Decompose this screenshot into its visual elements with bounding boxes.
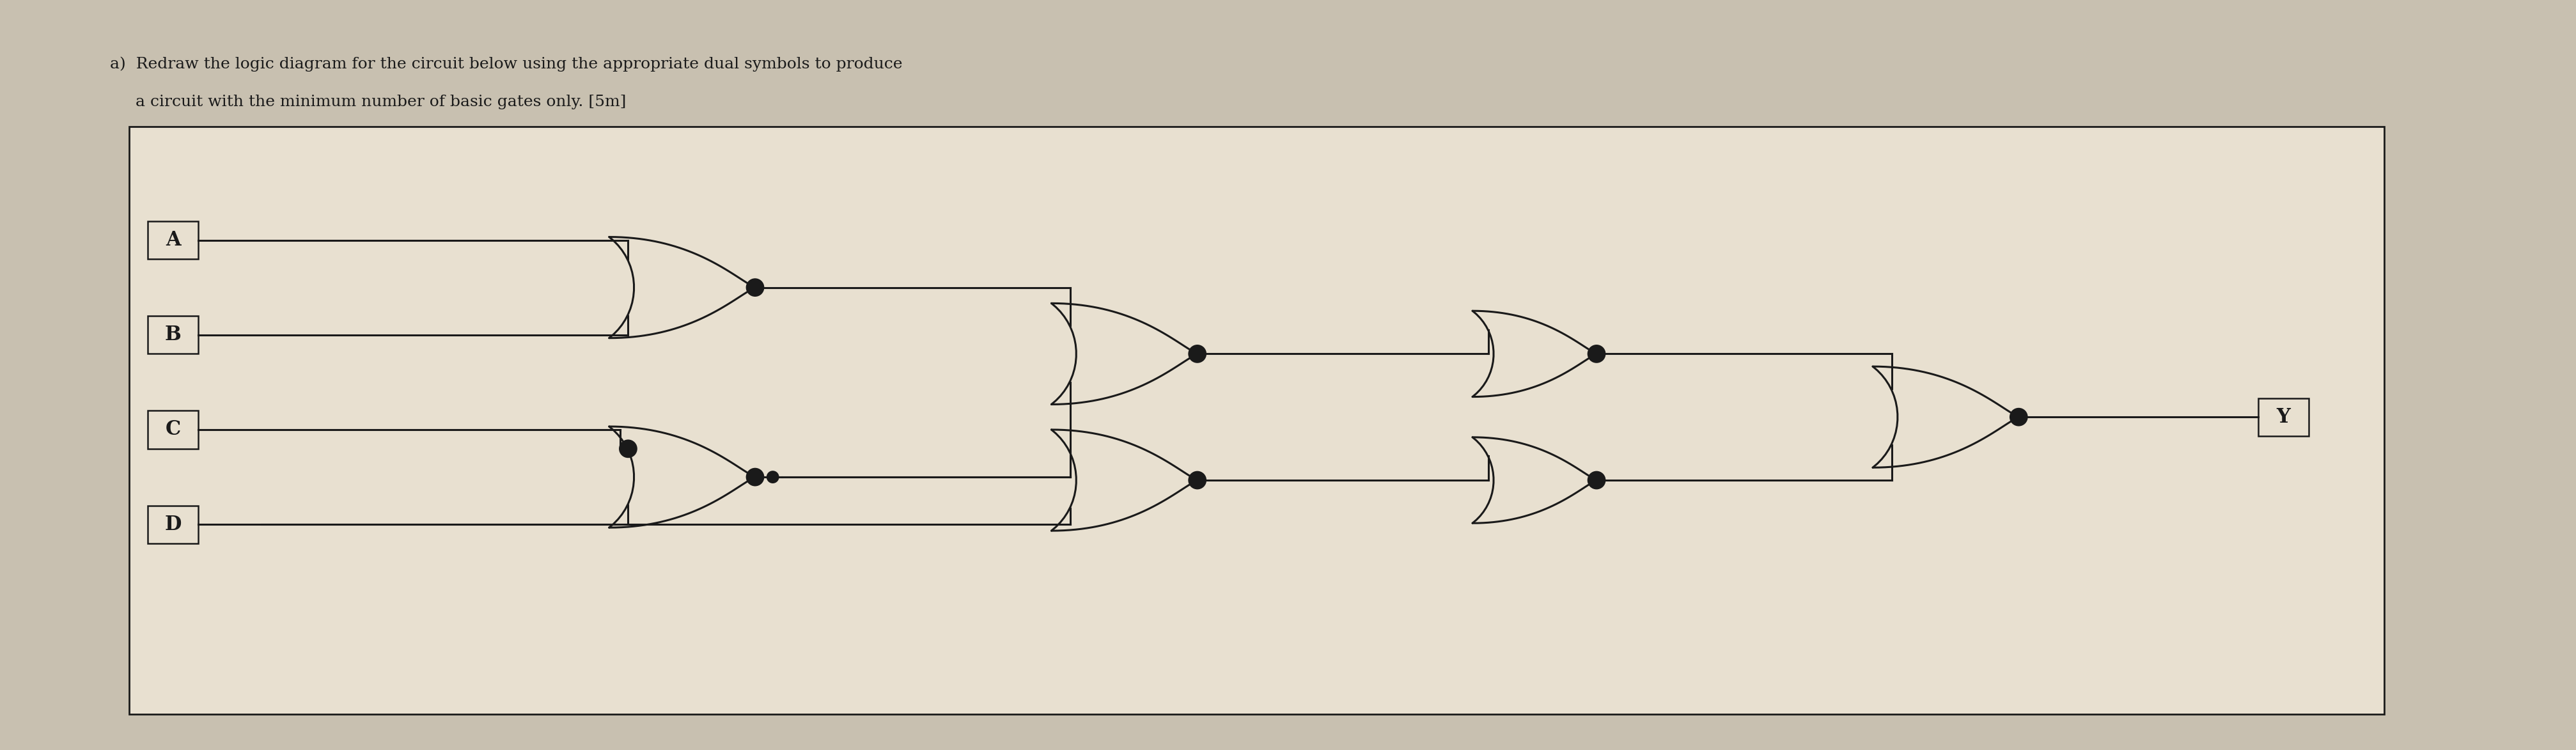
FancyBboxPatch shape [147,221,198,259]
Circle shape [1587,346,1605,362]
Circle shape [1190,472,1206,488]
Text: Y: Y [2275,407,2290,427]
FancyBboxPatch shape [147,506,198,544]
Circle shape [747,279,762,296]
Text: B: B [165,325,180,345]
Circle shape [1587,472,1605,488]
Circle shape [2009,409,2027,425]
FancyBboxPatch shape [129,127,2383,714]
Circle shape [747,469,762,485]
Text: A: A [165,230,180,250]
Text: C: C [165,420,180,440]
FancyBboxPatch shape [2257,398,2308,436]
Circle shape [765,471,778,483]
Text: D: D [165,515,180,534]
FancyBboxPatch shape [147,411,198,448]
Text: a)  Redraw the logic diagram for the circuit below using the appropriate dual sy: a) Redraw the logic diagram for the circ… [111,57,902,72]
FancyBboxPatch shape [147,316,198,354]
Text: a circuit with the minimum number of basic gates only. [5m]: a circuit with the minimum number of bas… [111,94,626,109]
Circle shape [1190,346,1206,362]
Circle shape [621,440,636,457]
